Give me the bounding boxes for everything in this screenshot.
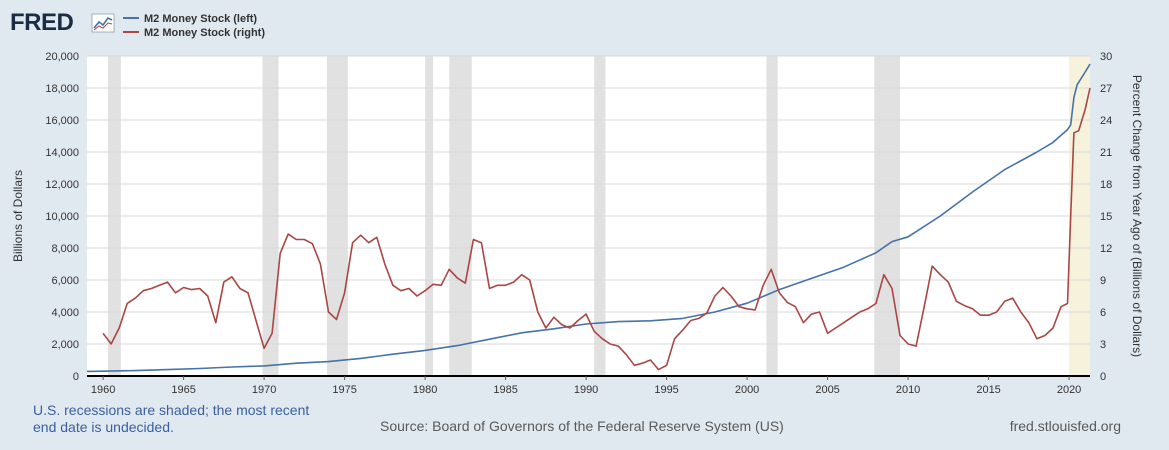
y-axis-left-title: Billions of Dollars <box>11 170 25 262</box>
y-tick-label-right: 30 <box>1100 51 1112 63</box>
series-line-left <box>86 63 1091 373</box>
x-tick-label: 1970 <box>252 384 276 396</box>
y-tick-label-right: 18 <box>1100 179 1112 191</box>
y-tick-label-left: 8,000 <box>51 243 79 255</box>
recession-note: U.S. recessions are shaded; the most rec… <box>33 402 310 435</box>
source-note: Source: Board of Governors of the Federa… <box>380 418 784 434</box>
x-tick-label: 1995 <box>654 384 678 396</box>
y-tick-label-right: 9 <box>1100 275 1106 287</box>
website-link[interactable]: fred.stlouisfed.org <box>1009 418 1121 434</box>
y-tick-label-right: 6 <box>1100 307 1106 319</box>
x-tick-label: 2000 <box>735 384 759 396</box>
y-tick-label-left: 16,000 <box>45 115 79 127</box>
y-tick-label-left: 12,000 <box>45 179 79 191</box>
x-tick-label: 1975 <box>332 384 356 396</box>
x-tick-label: 1960 <box>91 384 115 396</box>
legend: M2 Money Stock (left) M2 Money Stock (ri… <box>123 13 265 39</box>
x-tick-label: 1965 <box>171 384 195 396</box>
y-tick-label-right: 3 <box>1100 339 1106 351</box>
y-tick-label-right: 21 <box>1100 147 1112 159</box>
series-line-right <box>102 87 1091 371</box>
y-tick-label-left: 20,000 <box>45 51 79 63</box>
series-lines <box>86 63 1091 373</box>
y-tick-label-left: 2,000 <box>51 339 79 351</box>
y-tick-label-right: 27 <box>1100 83 1112 95</box>
y-tick-label-left: 4,000 <box>51 307 79 319</box>
legend-label-left: M2 Money Stock (left) <box>144 13 257 25</box>
x-tick-label: 2020 <box>1057 384 1081 396</box>
y-tick-label-right: 12 <box>1100 243 1112 255</box>
y-tick-label-left: 18,000 <box>45 83 79 95</box>
y-tick-label-left: 14,000 <box>45 147 79 159</box>
fred-logo: FRED <box>10 9 115 36</box>
y-tick-label-right: 0 <box>1100 371 1106 383</box>
x-tick-label: 2005 <box>815 384 839 396</box>
y-tick-label-left: 6,000 <box>51 275 79 287</box>
x-tick-label: 1990 <box>574 384 598 396</box>
y-tick-label-right: 24 <box>1100 115 1112 127</box>
x-tick-label: 1985 <box>493 384 517 396</box>
x-tick-label: 2015 <box>976 384 1000 396</box>
legend-label-right: M2 Money Stock (right) <box>144 27 265 39</box>
x-tick-label: 1980 <box>413 384 437 396</box>
y-tick-label-left: 10,000 <box>45 211 79 223</box>
x-tick-label: 2010 <box>896 384 920 396</box>
svg-text:FRED: FRED <box>10 9 74 36</box>
axes: 0 2,000 4,000 6,000 8,000 10,000 12,000 14,000 1… <box>45 51 1112 396</box>
y-tick-label-left: 0 <box>73 371 79 383</box>
y-tick-label-right: 15 <box>1100 211 1112 223</box>
y-axis-right-title: Percent Change from Year Ago of (Billion… <box>1130 75 1144 357</box>
